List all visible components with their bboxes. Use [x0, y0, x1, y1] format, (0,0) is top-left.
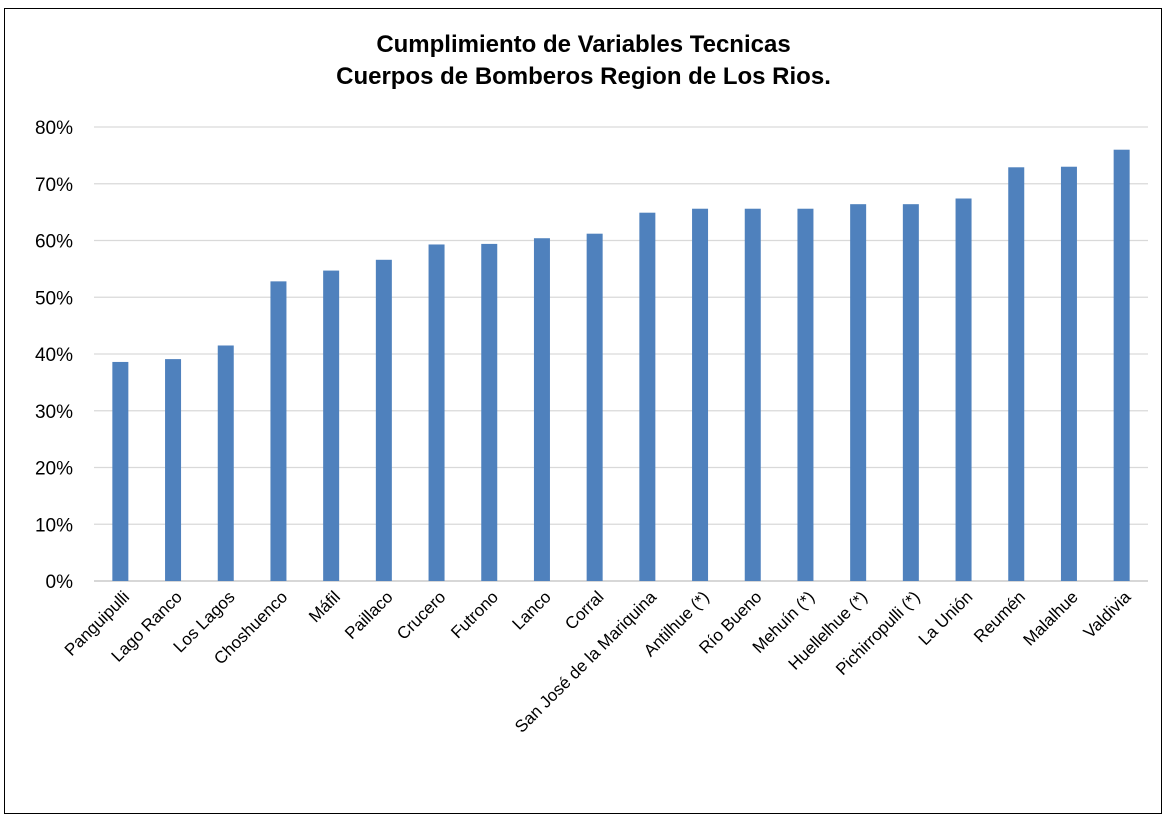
chart-title: Cumplimiento de Variables Tecnicas Cuerp…	[0, 29, 1167, 93]
bar	[692, 208, 709, 581]
y-tick-label: 80%	[35, 118, 73, 139]
bar	[639, 212, 656, 581]
bar	[1060, 166, 1077, 581]
y-tick-label: 30%	[35, 402, 73, 423]
y-tick-label: 0%	[46, 572, 74, 593]
y-tick-label: 20%	[35, 459, 73, 480]
x-tick-label: Lanco	[509, 587, 555, 633]
y-tick-label: 70%	[35, 175, 73, 196]
bar	[586, 233, 603, 581]
x-tick-label: Corral	[561, 587, 607, 633]
x-tick-label: Futrono	[447, 587, 502, 642]
x-tick-label: Crucero	[393, 587, 449, 643]
bar	[1008, 167, 1025, 582]
bar	[744, 208, 761, 581]
bar	[797, 208, 814, 581]
bars	[112, 149, 1130, 582]
y-tick-label: 10%	[35, 515, 73, 536]
y-tick-label: 40%	[35, 345, 73, 366]
bar	[112, 361, 129, 581]
bar	[1113, 149, 1130, 581]
bar	[270, 281, 287, 581]
gridlines	[94, 126, 1148, 582]
x-tick-label: La Unión	[915, 587, 977, 649]
bar	[428, 244, 445, 581]
bar	[481, 243, 498, 581]
bar	[955, 198, 972, 581]
bar	[850, 204, 867, 581]
y-tick-label: 60%	[35, 232, 73, 253]
chart-frame	[4, 8, 1162, 814]
y-axis-tick-labels: 0% 10% 20% 30% 40% 50% 60% 70% 80%	[35, 118, 73, 593]
chart-title-line-2: Cuerpos de Bomberos Region de Los Rios.	[336, 63, 831, 90]
chart-title-line-1: Cumplimiento de Variables Tecnicas	[376, 31, 791, 58]
x-tick-label: Malalhue	[1020, 587, 1082, 649]
bar	[165, 359, 182, 581]
y-tick-label: 50%	[35, 288, 73, 309]
bar	[533, 238, 550, 582]
x-tick-label: Máfil	[305, 587, 344, 626]
x-tick-label: Valdivia	[1080, 587, 1135, 642]
x-tick-label: Paillaco	[341, 587, 397, 643]
bar	[323, 270, 340, 581]
bar	[902, 204, 919, 581]
bar	[375, 259, 392, 581]
bar	[217, 345, 234, 581]
